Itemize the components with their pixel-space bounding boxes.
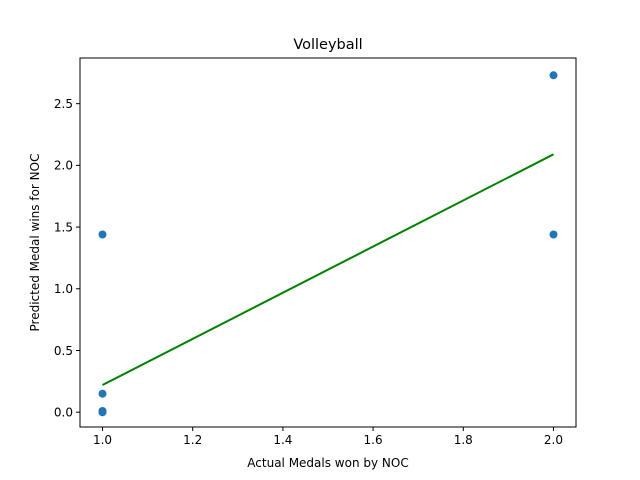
data-point (98, 230, 107, 239)
x-tick-label: 2.0 (544, 433, 563, 447)
fit-line (102, 153, 554, 386)
y-tick-label: 1.0 (54, 282, 73, 296)
x-tick-label: 1.4 (273, 433, 292, 447)
y-axis-label: Predicted Medal wins for NOC (28, 154, 42, 332)
data-point (549, 230, 558, 239)
x-tick-label: 1.8 (454, 433, 473, 447)
x-tick-label: 1.6 (364, 433, 383, 447)
y-tick-label: 0.5 (54, 344, 73, 358)
x-axis-ticks: 1.0 1.2 1.4 1.6 1.8 2.0 (93, 427, 563, 447)
y-tick-label: 2.5 (54, 97, 73, 111)
data-point (549, 71, 558, 80)
axes-frame (79, 57, 577, 428)
y-axis-ticks: 0.0 0.5 1.0 1.5 2.0 2.5 (54, 97, 80, 419)
y-tick-label: 0.0 (54, 405, 73, 419)
y-tick-label: 2.0 (54, 159, 73, 173)
x-axis-label: Actual Medals won by NOC (247, 456, 408, 470)
plot-layer (98, 71, 558, 417)
y-tick-label: 1.5 (54, 220, 73, 234)
data-point (98, 408, 107, 417)
x-tick-label: 1.0 (93, 433, 112, 447)
x-tick-label: 1.2 (183, 433, 202, 447)
chart-title: Volleyball (293, 37, 362, 53)
data-point (98, 389, 107, 398)
